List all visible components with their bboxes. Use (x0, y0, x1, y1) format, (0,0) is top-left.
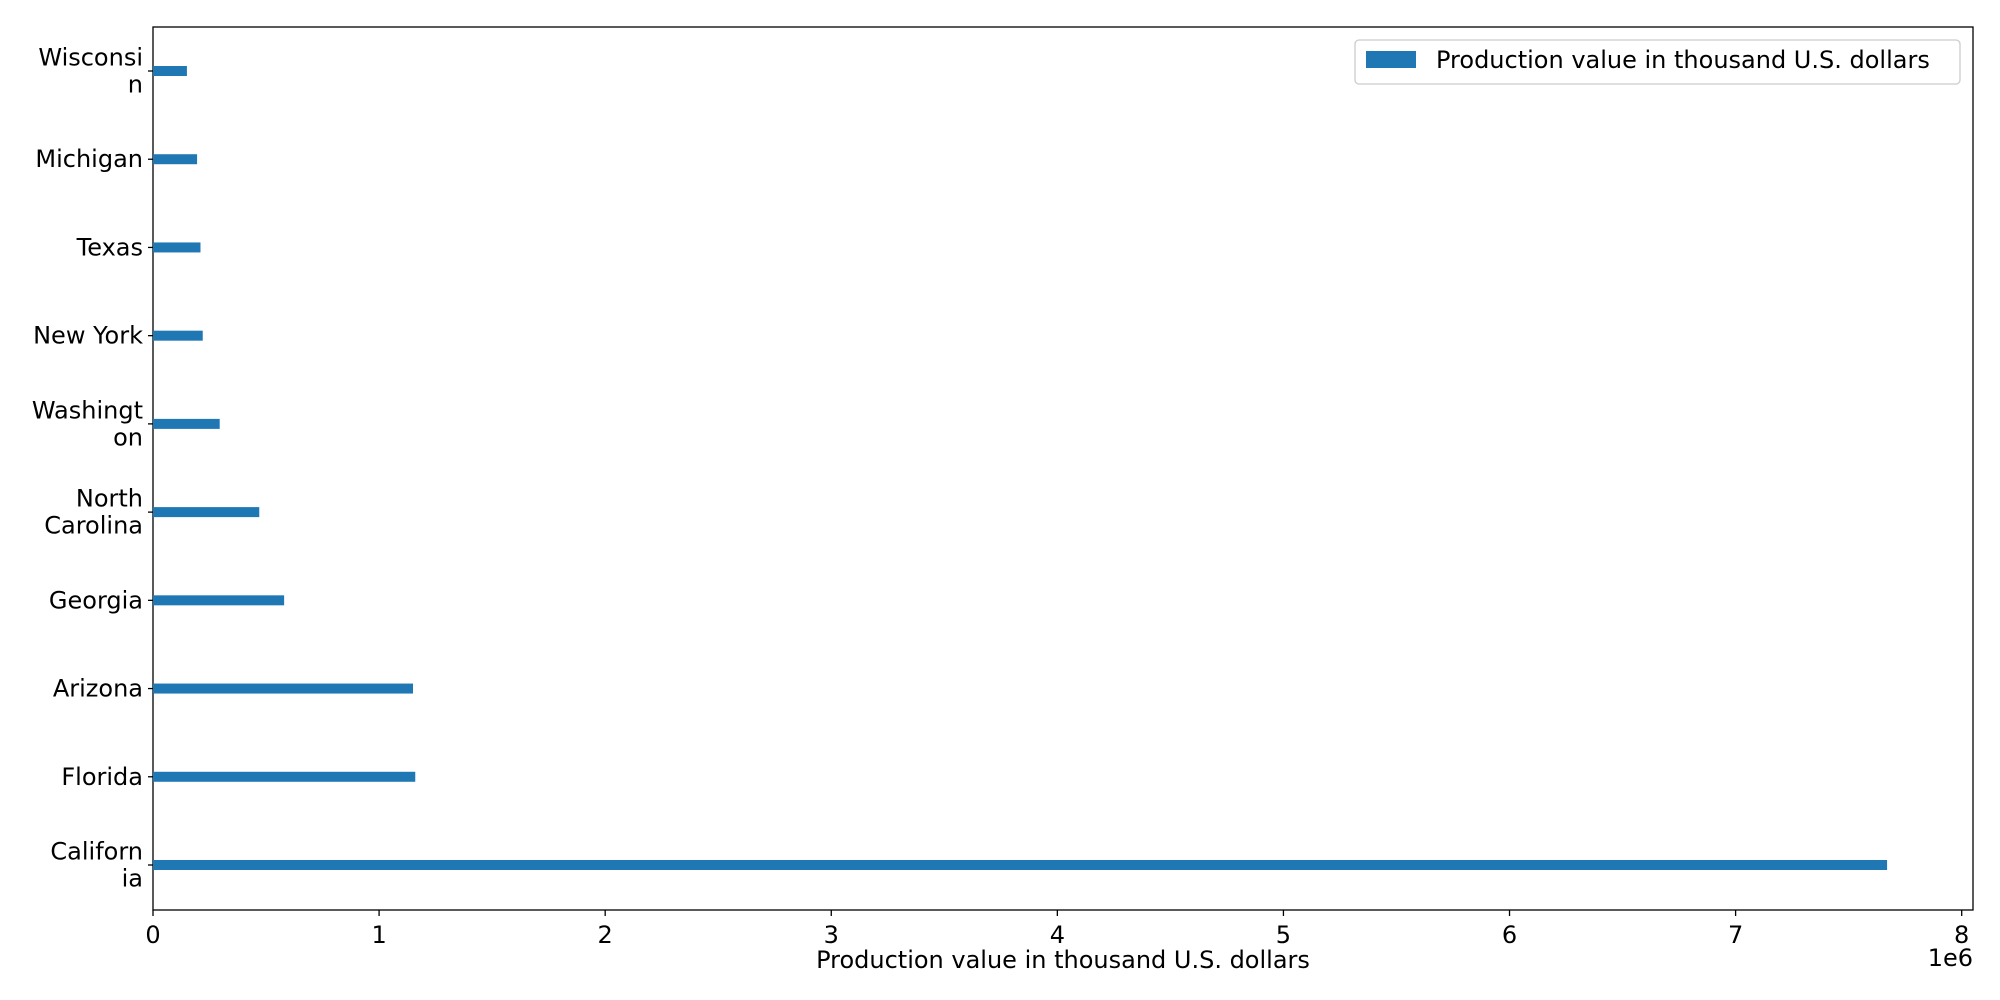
bar (153, 330, 203, 341)
legend-frame (1354, 39, 1961, 85)
y-tick-label: Michigan (35, 145, 143, 173)
bar (153, 242, 201, 253)
bar (153, 507, 260, 518)
x-tick-label: 2 (598, 921, 613, 949)
x-tick-label: 0 (145, 921, 160, 949)
x-tick-label: 4 (1050, 921, 1065, 949)
x-tick-label: 6 (1502, 921, 1517, 949)
y-tick-label: North Carolina (44, 485, 143, 540)
bar (153, 683, 413, 694)
x-axis: 0 1 2 3 4 5 6 7 8 (145, 910, 1969, 949)
y-tick-label: New York (33, 322, 143, 350)
x-tick-label: 5 (1276, 921, 1291, 949)
x-tick-label: 7 (1728, 921, 1743, 949)
bar (153, 154, 198, 165)
y-tick-label: Arizona (53, 675, 143, 703)
y-tick-label: Washingt on (32, 396, 143, 451)
bars-group (153, 66, 1888, 870)
bar (153, 595, 285, 606)
legend-label: Production value in thousand U.S. dollar… (1436, 46, 1930, 74)
legend-swatch (1366, 51, 1416, 68)
x-axis-label: Production value in thousand U.S. dollar… (816, 946, 1310, 974)
axis-offset-text: 1e6 (1928, 944, 1973, 972)
y-tick-label: Georgia (49, 586, 143, 614)
bar (153, 418, 220, 429)
y-tick-label: Texas (76, 233, 143, 261)
bar (153, 66, 187, 76)
legend: Production value in thousand U.S. dollar… (1354, 39, 1961, 85)
x-tick-label: 1 (371, 921, 386, 949)
bar (153, 860, 1888, 870)
x-tick-label: 3 (824, 921, 839, 949)
bar (153, 771, 416, 782)
y-axis: Californ ia Florida Arizona Georgia North Caro… (32, 44, 153, 893)
x-tick-label: 8 (1954, 921, 1969, 949)
plot-area (152, 26, 1974, 911)
y-tick-label: Californ ia (50, 838, 143, 893)
y-tick-label: Wisconsi n (38, 44, 143, 99)
y-tick-label: Florida (61, 763, 143, 791)
